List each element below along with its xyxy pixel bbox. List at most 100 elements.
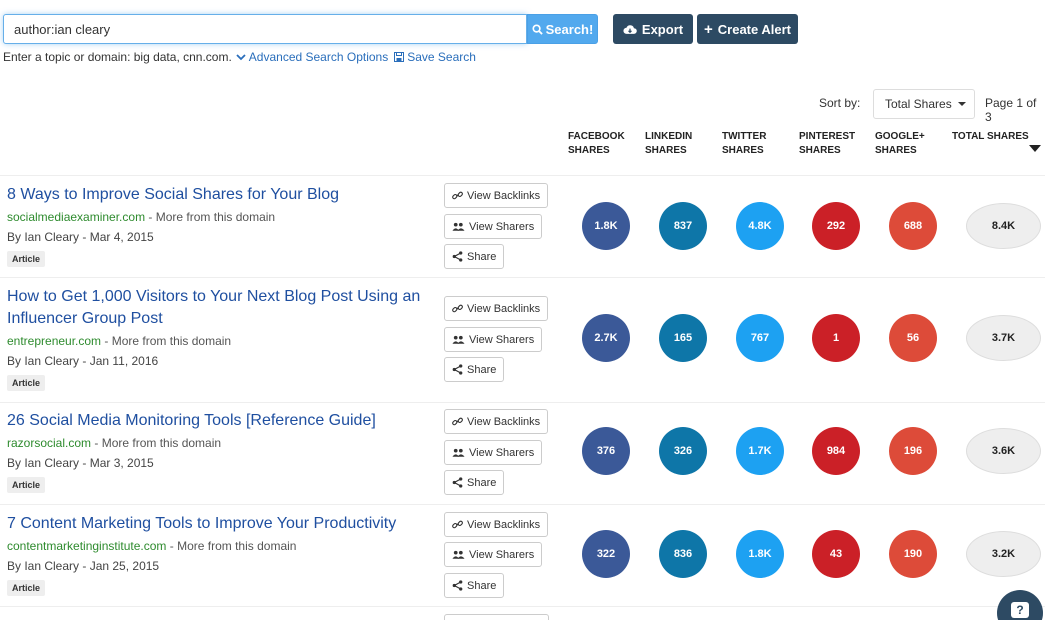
col-header-googleplus[interactable]: GOOGLE+ SHARES <box>875 130 925 158</box>
view-backlinks-button[interactable] <box>444 614 549 620</box>
result-title-link[interactable]: 7 Content Marketing Tools to Improve You… <box>7 515 397 532</box>
content-type-badge: Article <box>7 251 46 267</box>
result-domain-link[interactable]: razorsocial.com <box>7 436 92 450</box>
facebook-shares-count: 322 <box>582 530 630 578</box>
col-header-pinterest[interactable]: PINTEREST SHARES <box>799 130 855 158</box>
link-icon <box>452 304 463 313</box>
search-input[interactable] <box>3 14 527 44</box>
more-from-domain-link[interactable]: - More from this domain <box>166 539 297 553</box>
share-button[interactable]: Share <box>444 244 505 269</box>
linkedin-shares-count: 837 <box>659 202 707 250</box>
view-backlinks-button[interactable]: View Backlinks <box>444 183 549 208</box>
twitter-shares-count: 1.7K <box>736 427 784 475</box>
twitter-shares-count: 1.8K <box>736 530 784 578</box>
save-search-link[interactable]: Save Search <box>394 50 476 64</box>
share-button[interactable]: Share <box>444 573 505 598</box>
save-search-label: Save Search <box>407 50 476 64</box>
col-header-linkedin[interactable]: LINKEDIN SHARES <box>645 130 692 158</box>
col-header-twitter[interactable]: TWITTER SHARES <box>722 130 766 158</box>
result-byline: By Ian Cleary - Jan 25, 2015 <box>7 559 160 573</box>
users-icon <box>452 222 465 231</box>
view-sharers-button[interactable]: View Sharers <box>444 542 543 567</box>
create-alert-button[interactable]: + Create Alert <box>697 14 798 44</box>
users-icon <box>452 335 465 344</box>
total-shares-count: 8.4K <box>966 203 1041 249</box>
share-button[interactable]: Share <box>444 357 505 382</box>
share-icon <box>452 477 463 488</box>
export-button[interactable]: Export <box>613 14 693 44</box>
result-domain-link[interactable]: contentmarketinginstitute.com <box>7 539 167 553</box>
result-title-link[interactable]: 26 Social Media Monitoring Tools [Refere… <box>7 412 376 429</box>
result-title-link[interactable]: 8 Ways to Improve Social Shares for Your… <box>7 186 340 203</box>
linkedin-shares-count: 836 <box>659 530 707 578</box>
col-header-line: PINTEREST <box>799 131 856 142</box>
result-domain-line: contentmarketinginstitute.com - More fro… <box>7 539 296 553</box>
more-from-domain-link[interactable]: - More from this domain <box>101 334 232 348</box>
page-indicator: Page 1 of 3 <box>985 96 1037 124</box>
col-header-line: SHARES <box>875 145 917 156</box>
result-title-link[interactable]: How to Get 1,000 Visitors to Your Next B… <box>7 288 421 327</box>
share-icon <box>452 251 463 262</box>
advanced-search-link[interactable]: Advanced Search Options <box>236 50 388 64</box>
twitter-shares-count: 767 <box>736 314 784 362</box>
chevron-down-icon <box>236 54 246 61</box>
share-label: Share <box>467 363 497 376</box>
more-from-domain-link[interactable]: - More from this domain <box>145 210 276 224</box>
googleplus-shares-count: 190 <box>889 530 937 578</box>
view-sharers-button[interactable]: View Sharers <box>444 214 543 239</box>
search-icon <box>532 23 543 35</box>
result-domain-link[interactable]: socialmediaexaminer.com <box>7 210 146 224</box>
col-header-line: TOTAL SHARES <box>952 131 1029 142</box>
total-shares-count: 3.6K <box>966 428 1041 474</box>
search-button-label: Search! <box>545 21 594 37</box>
content-type-badge: Article <box>7 477 46 493</box>
result-domain-line: socialmediaexaminer.com - More from this… <box>7 210 275 224</box>
view-backlinks-label: View Backlinks <box>467 415 541 428</box>
facebook-shares-count: 1.8K <box>582 202 630 250</box>
help-chat-button[interactable]: ? <box>997 590 1043 620</box>
divider <box>0 175 1045 176</box>
sort-label: Sort by: <box>819 96 861 110</box>
share-button[interactable]: Share <box>444 470 505 495</box>
more-from-domain-link[interactable]: - More from this domain <box>91 436 222 450</box>
cloud-download-icon <box>623 24 637 34</box>
search-hint-text: Enter a topic or domain: big data, cnn.c… <box>3 50 232 64</box>
plus-icon: + <box>704 20 713 38</box>
view-sharers-button[interactable]: View Sharers <box>444 440 543 465</box>
share-icon <box>452 364 463 375</box>
view-sharers-label: View Sharers <box>469 548 535 561</box>
view-backlinks-button[interactable]: View Backlinks <box>444 409 549 434</box>
users-icon <box>452 550 465 559</box>
facebook-shares-count: 376 <box>582 427 630 475</box>
col-header-total[interactable]: TOTAL SHARES <box>952 130 1029 144</box>
users-icon <box>452 448 465 457</box>
help-icon: ? <box>1011 602 1029 618</box>
sort-selected-value: Total Shares <box>885 97 952 111</box>
result-domain-link[interactable]: entrepreneur.com <box>7 334 102 348</box>
col-header-facebook[interactable]: FACEBOOK SHARES <box>568 130 625 158</box>
col-header-line: SHARES <box>568 145 610 156</box>
view-sharers-button[interactable]: View Sharers <box>444 327 543 352</box>
result-domain-line: razorsocial.com - More from this domain <box>7 436 221 450</box>
divider <box>0 402 1045 403</box>
advanced-search-label: Advanced Search Options <box>248 50 389 64</box>
view-sharers-label: View Sharers <box>469 220 535 233</box>
search-button[interactable]: Search! <box>527 14 598 44</box>
sort-dropdown[interactable]: Total Shares <box>873 89 975 119</box>
col-header-line: SHARES <box>645 145 687 156</box>
pinterest-shares-count: 984 <box>812 427 860 475</box>
sort-desc-icon[interactable] <box>1029 145 1041 152</box>
col-header-line: TWITTER <box>722 131 767 142</box>
link-icon <box>452 520 463 529</box>
result-byline: By Ian Cleary - Mar 3, 2015 <box>7 456 154 470</box>
share-label: Share <box>467 579 497 592</box>
link-icon <box>452 191 463 200</box>
view-backlinks-button[interactable]: View Backlinks <box>444 512 549 537</box>
share-label: Share <box>467 250 497 263</box>
twitter-shares-count: 4.8K <box>736 202 784 250</box>
col-header-line: SHARES <box>722 145 764 156</box>
view-sharers-label: View Sharers <box>469 333 535 346</box>
view-backlinks-button[interactable]: View Backlinks <box>444 296 549 321</box>
divider <box>0 606 1045 607</box>
view-backlinks-label: View Backlinks <box>467 189 541 202</box>
